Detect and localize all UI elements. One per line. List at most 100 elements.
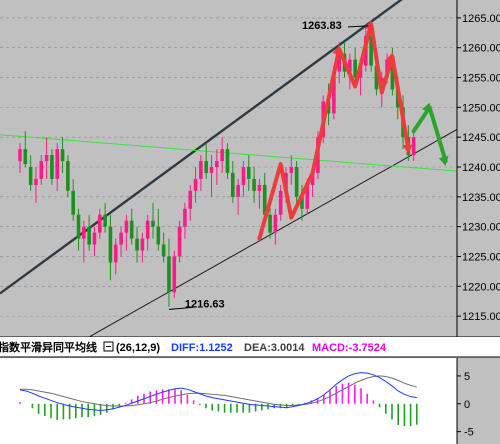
price-annotations: 1263.83 1216.63 — [185, 20, 342, 311]
candle-body — [103, 214, 107, 227]
candle-body — [278, 190, 283, 215]
candle-body — [257, 184, 262, 191]
arrow-head — [385, 52, 396, 63]
candle-body — [145, 220, 150, 239]
macd-chart — [19, 372, 418, 427]
candle-body — [71, 190, 75, 215]
y-tick-label: 1265.00 — [462, 13, 500, 25]
candle-body — [337, 53, 341, 72]
candle-body — [204, 161, 208, 173]
candle-body — [28, 167, 33, 185]
candle-body — [113, 244, 118, 263]
candle-body — [23, 149, 28, 165]
candle-body — [161, 244, 166, 257]
candle-body — [76, 214, 81, 239]
candle-body — [246, 167, 251, 179]
candle-body — [82, 226, 86, 239]
candle-body — [348, 59, 352, 72]
macd-indicator-name: 指数平滑异同平均线 — [0, 340, 97, 354]
param-toggle-icon[interactable] — [103, 341, 114, 352]
candle-body — [199, 161, 203, 179]
candle-body — [215, 161, 219, 168]
y-tick-label: 1225.00 — [462, 251, 500, 263]
candle-body — [390, 59, 395, 90]
candle-body — [273, 214, 278, 233]
candle-body — [135, 238, 139, 251]
candle-body — [209, 167, 214, 173]
candle-body — [167, 256, 171, 293]
red-zigzag-arrow-2 — [337, 21, 411, 152]
candle-body — [188, 190, 193, 209]
candle-body — [140, 238, 145, 251]
y-tick-label: 1230.00 — [462, 222, 500, 234]
arrow-head — [364, 20, 375, 31]
candle-body — [92, 232, 97, 245]
candle-body — [34, 178, 38, 185]
candle-body — [39, 161, 44, 179]
y-tick-label: 1260.00 — [462, 43, 500, 55]
candle-body — [225, 149, 230, 173]
channel-lower-line — [89, 128, 458, 337]
candle-body — [172, 256, 177, 293]
candle-body — [305, 184, 310, 209]
candle-body — [374, 65, 379, 90]
arrow-head — [438, 155, 449, 166]
candle-body — [44, 155, 49, 162]
low-label: 1216.63 — [185, 298, 225, 310]
dea-line — [20, 375, 417, 407]
candle-body — [87, 226, 91, 245]
y-tick-label: 1240.00 — [462, 162, 500, 174]
candle-body — [66, 161, 70, 191]
candle-body — [294, 167, 299, 197]
candle-body — [193, 178, 198, 191]
diff-line — [19, 372, 417, 411]
candle-body — [353, 59, 357, 78]
candle-body — [236, 184, 240, 197]
candle-body — [411, 137, 416, 156]
arrow-head — [402, 144, 413, 154]
candle-body — [183, 208, 187, 227]
candle-body — [332, 71, 336, 114]
macd-y-tick-label: 5 — [464, 371, 470, 383]
candle-body — [124, 220, 129, 233]
high-label: 1263.83 — [302, 20, 342, 32]
macd-y-axis: 5 0 -5 — [457, 371, 474, 439]
candle-body — [177, 226, 182, 257]
candle-body — [151, 220, 155, 227]
candles — [18, 24, 416, 307]
candle-body — [119, 232, 123, 245]
macd-diff-label: DIFF:1.1252 — [171, 342, 233, 354]
annotation-arrows — [168, 20, 449, 310]
candle-body — [252, 178, 256, 191]
price-grid — [0, 17, 457, 317]
macd-dea-label: DEA:3.0014 — [244, 342, 305, 354]
candle-body — [262, 184, 267, 215]
candle-body — [241, 167, 246, 185]
y-tick-label: 1255.00 — [462, 73, 500, 85]
arrow-head — [421, 102, 432, 113]
red-zigzag-arrow-1 — [257, 46, 342, 241]
candle-body — [268, 214, 272, 233]
candle-body — [129, 220, 134, 239]
arrow-head — [332, 45, 343, 56]
candle-body — [98, 214, 102, 233]
macd-params: (26,12,9) — [116, 342, 160, 354]
candle-body — [289, 167, 294, 173]
macd-value-label: MACD:-3.7524 — [312, 342, 387, 354]
channel-upper-line — [0, 0, 403, 295]
high-label-leader — [347, 25, 369, 28]
price-y-axis: 1215.00 1220.00 1225.00 1230.00 1235.00 1240.… — [457, 13, 500, 323]
candle-body — [156, 226, 161, 245]
macd-header-bg — [0, 337, 500, 357]
macd-legend: 指数平滑异同平均线 (26,12,9) DIFF:1.1252 DEA:3.00… — [0, 340, 387, 354]
macd-y-tick-label: -5 — [464, 427, 474, 439]
candle-body — [231, 172, 235, 197]
candle-body — [50, 155, 54, 179]
candle-body — [310, 172, 315, 185]
candle-body — [55, 149, 60, 179]
y-tick-label: 1235.00 — [462, 192, 500, 204]
y-tick-label: 1250.00 — [462, 102, 500, 114]
y-tick-label: 1245.00 — [462, 132, 500, 144]
y-tick-label: 1220.00 — [462, 281, 500, 293]
